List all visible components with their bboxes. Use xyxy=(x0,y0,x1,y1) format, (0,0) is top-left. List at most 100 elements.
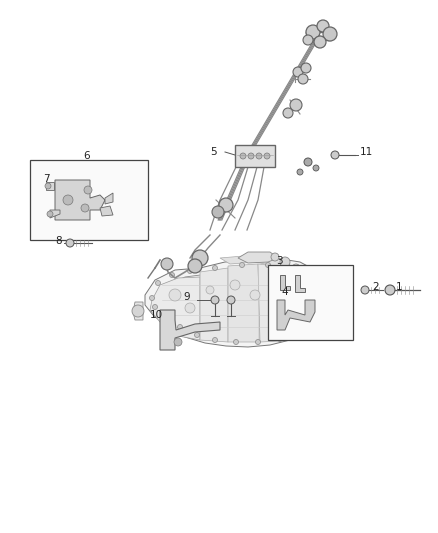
Circle shape xyxy=(287,265,293,271)
Circle shape xyxy=(162,313,167,319)
Polygon shape xyxy=(105,193,113,204)
Polygon shape xyxy=(228,264,260,342)
Circle shape xyxy=(331,151,339,159)
Circle shape xyxy=(248,153,254,159)
Circle shape xyxy=(301,63,311,73)
Polygon shape xyxy=(238,252,278,263)
Polygon shape xyxy=(220,255,295,270)
Circle shape xyxy=(81,204,89,212)
Polygon shape xyxy=(280,275,290,290)
Circle shape xyxy=(294,294,302,302)
Circle shape xyxy=(161,258,173,270)
Polygon shape xyxy=(295,275,305,292)
Circle shape xyxy=(188,259,202,273)
Text: 3: 3 xyxy=(276,256,283,266)
Circle shape xyxy=(227,296,235,304)
Circle shape xyxy=(303,273,307,279)
Text: 9: 9 xyxy=(183,292,190,302)
Circle shape xyxy=(385,285,395,295)
Circle shape xyxy=(63,195,73,205)
Circle shape xyxy=(240,262,244,268)
Circle shape xyxy=(306,25,320,39)
Text: 11: 11 xyxy=(360,147,373,157)
Circle shape xyxy=(84,186,92,194)
Circle shape xyxy=(240,153,246,159)
Polygon shape xyxy=(145,258,330,347)
Circle shape xyxy=(250,290,260,300)
Circle shape xyxy=(233,340,239,344)
Polygon shape xyxy=(50,210,60,218)
Circle shape xyxy=(194,333,199,337)
Polygon shape xyxy=(277,300,315,330)
Circle shape xyxy=(132,305,144,317)
Circle shape xyxy=(230,280,240,290)
Circle shape xyxy=(149,295,155,301)
Circle shape xyxy=(187,269,192,273)
Circle shape xyxy=(290,99,302,111)
Circle shape xyxy=(185,303,195,313)
Circle shape xyxy=(313,165,319,171)
Circle shape xyxy=(152,304,158,310)
Circle shape xyxy=(155,280,160,286)
Circle shape xyxy=(314,313,319,319)
Circle shape xyxy=(301,308,309,316)
Circle shape xyxy=(303,35,313,45)
Text: 5: 5 xyxy=(210,147,217,157)
Circle shape xyxy=(318,300,322,304)
Circle shape xyxy=(280,257,290,267)
Circle shape xyxy=(283,108,293,118)
Polygon shape xyxy=(160,310,220,350)
Circle shape xyxy=(219,198,233,212)
Text: 1: 1 xyxy=(396,282,403,292)
Text: 4: 4 xyxy=(281,287,288,297)
Circle shape xyxy=(192,250,208,266)
Circle shape xyxy=(293,67,303,77)
Circle shape xyxy=(304,158,312,166)
Circle shape xyxy=(170,272,174,278)
Text: 8: 8 xyxy=(55,236,62,246)
Bar xyxy=(268,265,353,340)
Circle shape xyxy=(212,206,224,218)
Polygon shape xyxy=(258,264,300,342)
Circle shape xyxy=(264,153,270,159)
Circle shape xyxy=(255,340,261,344)
Text: 6: 6 xyxy=(84,151,90,161)
Polygon shape xyxy=(200,268,228,342)
Circle shape xyxy=(206,286,214,294)
Circle shape xyxy=(271,253,279,261)
Polygon shape xyxy=(55,180,105,220)
Circle shape xyxy=(278,336,283,342)
Circle shape xyxy=(256,153,262,159)
Circle shape xyxy=(297,169,303,175)
Polygon shape xyxy=(295,274,316,340)
Circle shape xyxy=(174,338,182,346)
Text: 2: 2 xyxy=(372,282,378,292)
Circle shape xyxy=(47,211,53,217)
Polygon shape xyxy=(160,266,318,338)
Circle shape xyxy=(212,337,218,343)
Polygon shape xyxy=(100,206,113,216)
Circle shape xyxy=(314,36,326,48)
Polygon shape xyxy=(133,302,143,320)
Circle shape xyxy=(294,330,300,335)
Circle shape xyxy=(212,265,218,271)
Circle shape xyxy=(292,264,300,272)
Polygon shape xyxy=(46,182,54,190)
Bar xyxy=(30,160,148,240)
Circle shape xyxy=(45,183,51,189)
Circle shape xyxy=(361,286,369,294)
Circle shape xyxy=(323,27,337,41)
Circle shape xyxy=(211,296,219,304)
Circle shape xyxy=(298,74,308,84)
Circle shape xyxy=(307,324,312,328)
Text: 7: 7 xyxy=(43,174,49,184)
Polygon shape xyxy=(150,277,200,340)
Circle shape xyxy=(317,20,329,32)
Circle shape xyxy=(314,286,318,290)
Circle shape xyxy=(169,289,181,301)
Circle shape xyxy=(177,325,183,329)
Text: 10: 10 xyxy=(150,310,163,320)
Circle shape xyxy=(273,295,283,305)
Circle shape xyxy=(265,262,271,268)
Bar xyxy=(235,145,275,167)
